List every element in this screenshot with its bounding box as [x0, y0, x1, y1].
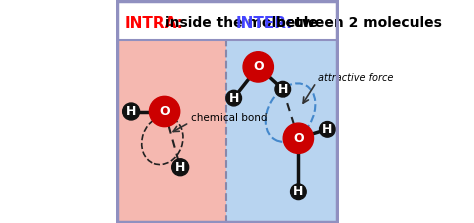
Circle shape	[226, 90, 242, 106]
Bar	[116, 0, 338, 40]
Text: chemical bond: chemical bond	[191, 113, 268, 123]
Circle shape	[283, 123, 313, 153]
Circle shape	[319, 122, 335, 137]
Text: O: O	[293, 132, 304, 145]
Text: H: H	[278, 83, 288, 96]
Bar	[116, 0, 226, 223]
Circle shape	[275, 81, 291, 97]
Circle shape	[123, 103, 140, 120]
Circle shape	[243, 52, 273, 82]
FancyBboxPatch shape	[116, 0, 338, 223]
Text: attractive force: attractive force	[319, 73, 394, 83]
Text: inside the molecule: inside the molecule	[164, 17, 318, 30]
Text: H: H	[228, 92, 239, 105]
Text: H: H	[322, 123, 333, 136]
Circle shape	[149, 96, 180, 127]
Text: H: H	[175, 161, 185, 174]
Text: H: H	[126, 105, 137, 118]
Text: INTER:: INTER:	[236, 16, 293, 31]
Text: between 2 molecules: between 2 molecules	[276, 17, 442, 30]
Text: H: H	[293, 185, 303, 198]
Circle shape	[291, 184, 306, 200]
Text: O: O	[253, 60, 264, 73]
Circle shape	[172, 159, 189, 176]
Bar	[226, 0, 338, 223]
Text: O: O	[159, 105, 170, 118]
Text: INTRA:: INTRA:	[125, 16, 183, 31]
